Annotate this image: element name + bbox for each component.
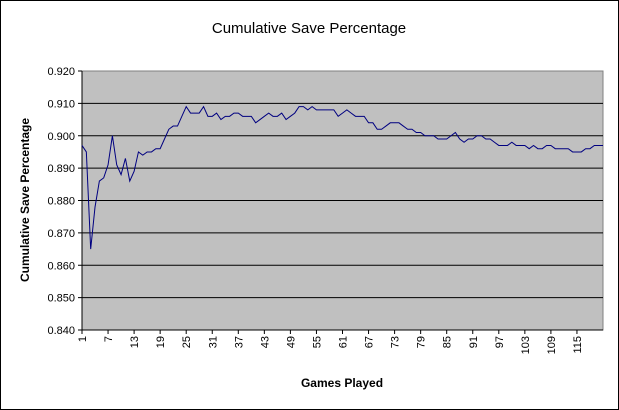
y-axis-label: Cumulative Save Percentage bbox=[18, 118, 32, 282]
y-tick-label: 0.880 bbox=[47, 196, 75, 208]
x-tick-label: 79 bbox=[416, 336, 428, 348]
gridlines bbox=[82, 102, 603, 299]
x-tick-label: 115 bbox=[572, 336, 584, 354]
x-tick-label: 91 bbox=[468, 336, 480, 348]
x-tick-label: 25 bbox=[181, 336, 193, 348]
x-tick-label: 61 bbox=[338, 336, 350, 348]
x-tick-label: 67 bbox=[364, 336, 376, 348]
x-tick-label: 103 bbox=[520, 336, 532, 354]
y-tick-label: 0.850 bbox=[47, 293, 75, 305]
y-tick-label: 0.860 bbox=[47, 260, 75, 272]
x-tick-label: 49 bbox=[285, 336, 297, 348]
y-tick-label: 0.900 bbox=[47, 131, 75, 143]
x-axis: 1 7 13 19 25 31 37 43 49 55 61 67 73 79 85 91 97 103 109 11… bbox=[77, 329, 603, 354]
x-tick-label: 109 bbox=[546, 336, 558, 354]
x-tick-label: 13 bbox=[129, 336, 141, 348]
x-tick-label: 19 bbox=[155, 336, 167, 348]
chart-title: Cumulative Save Percentage bbox=[212, 20, 406, 37]
x-tick-label: 73 bbox=[390, 336, 402, 348]
x-axis-label: Games Played bbox=[301, 376, 383, 390]
y-tick-label: 0.910 bbox=[47, 98, 75, 110]
y-tick-label: 0.870 bbox=[47, 228, 75, 240]
y-tick-label: 0.920 bbox=[47, 66, 75, 78]
series-line bbox=[81, 105, 603, 250]
y-tick-label: 0.840 bbox=[47, 325, 75, 337]
x-tick-label: 43 bbox=[259, 336, 271, 348]
x-tick-label: 85 bbox=[442, 336, 454, 348]
x-tick-label: 7 bbox=[103, 336, 115, 342]
y-tick-label: 0.890 bbox=[47, 163, 75, 175]
x-tick-label: 55 bbox=[311, 336, 323, 348]
x-tick-label: 31 bbox=[207, 336, 219, 348]
x-tick-label: 37 bbox=[233, 336, 245, 348]
x-tick-label: 97 bbox=[494, 336, 506, 348]
y-axis: 0.840 0.850 0.860 0.870 0.880 0.890 0.900 0.910… bbox=[47, 66, 83, 337]
x-tick-label: 1 bbox=[77, 336, 89, 342]
